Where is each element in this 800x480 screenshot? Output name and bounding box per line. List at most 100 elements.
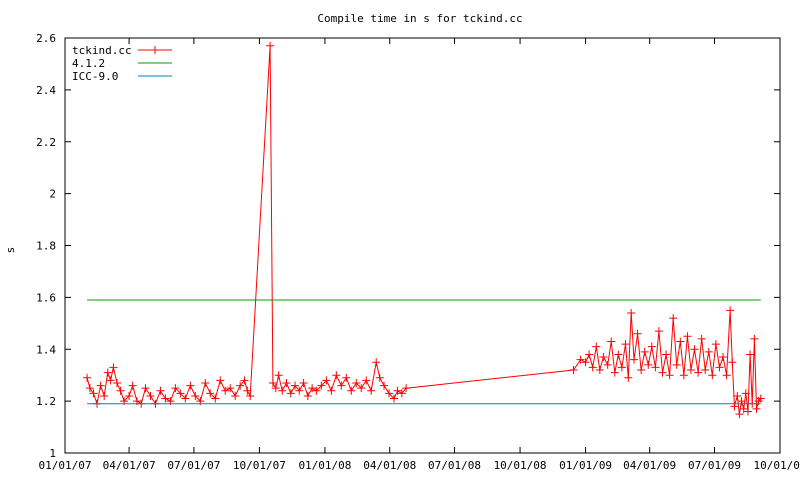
data-point	[201, 378, 210, 387]
data-point	[690, 345, 699, 354]
x-tick-label: 10/01/08	[494, 459, 547, 472]
data-point	[268, 378, 277, 387]
x-tick-label: 01/01/09	[559, 459, 612, 472]
data-point	[637, 366, 646, 374]
y-axis-label: s	[4, 247, 17, 254]
data-point	[746, 350, 755, 359]
x-tick-label: 01/01/07	[39, 459, 92, 472]
data-point	[569, 366, 578, 374]
data-point	[303, 391, 312, 400]
data-point	[226, 384, 235, 393]
data-point	[342, 373, 351, 382]
data-point	[719, 353, 728, 362]
data-point	[375, 373, 384, 382]
data-point	[592, 342, 601, 351]
x-axis: 01/01/07 04/01/07 07/01/07 10/01/07 01/01/08…	[39, 38, 800, 472]
data-point	[146, 391, 155, 400]
data-point	[722, 371, 731, 380]
data-point	[610, 368, 619, 377]
y-tick-label: 1.2	[36, 395, 56, 408]
data-point	[246, 391, 255, 400]
data-point	[109, 363, 118, 372]
series-layer	[83, 41, 765, 419]
legend-label: 4.1.2	[72, 57, 105, 70]
data-point	[633, 329, 642, 338]
y-tick-label: 2.6	[36, 32, 56, 45]
data-point	[662, 350, 671, 359]
data-point	[181, 394, 190, 403]
data-point	[266, 41, 275, 50]
data-point	[385, 389, 394, 398]
data-point	[211, 394, 220, 403]
data-point	[186, 381, 195, 390]
data-point	[125, 391, 134, 400]
data-point	[362, 376, 371, 385]
data-point	[614, 350, 623, 359]
data-point	[322, 376, 331, 385]
data-point	[640, 347, 649, 356]
x-tick-label: 07/01/07	[167, 459, 220, 472]
data-point	[607, 337, 616, 346]
data-point	[679, 371, 688, 380]
data-point	[694, 368, 703, 377]
data-point	[380, 381, 389, 390]
data-point	[291, 381, 300, 390]
y-tick-label: 2.2	[36, 136, 56, 149]
data-point	[85, 384, 94, 393]
data-point	[243, 386, 252, 395]
data-point	[669, 314, 678, 323]
data-point	[595, 366, 604, 374]
data-point	[728, 358, 737, 367]
x-tick-label: 10/01/07	[233, 459, 286, 472]
data-point	[599, 353, 608, 362]
data-point	[654, 327, 663, 336]
y-tick-label: 1.8	[36, 240, 56, 253]
data-point	[741, 389, 750, 398]
data-point	[686, 366, 695, 374]
x-tick-label: 04/01/08	[363, 459, 416, 472]
x-tick-label: 10/01/09	[754, 459, 800, 472]
data-point	[647, 342, 656, 351]
data-point	[278, 386, 287, 395]
data-point	[191, 391, 200, 400]
data-point	[332, 371, 341, 380]
y-tick-label: 1.4	[36, 343, 56, 356]
data-point	[756, 394, 765, 403]
data-point	[672, 360, 681, 369]
legend-label: ICC-9.0	[72, 70, 118, 83]
data-point	[576, 355, 585, 364]
data-point	[683, 332, 692, 341]
legend-label: tckind.cc	[72, 44, 132, 57]
data-point	[752, 404, 761, 413]
series-tckind.cc	[83, 41, 765, 419]
x-tick-label: 04/01/07	[103, 459, 156, 472]
data-point	[390, 394, 399, 403]
data-point	[603, 360, 612, 369]
data-point	[103, 368, 112, 377]
y-tick-label: 1	[49, 447, 56, 460]
y-tick-label: 1.6	[36, 291, 56, 304]
data-point	[240, 376, 249, 385]
data-point	[308, 384, 317, 393]
data-point	[171, 384, 180, 393]
data-point	[83, 373, 92, 382]
data-point	[665, 371, 674, 380]
data-point	[112, 378, 121, 387]
data-point	[581, 358, 590, 367]
data-point	[295, 386, 304, 395]
data-point	[206, 389, 215, 398]
data-point	[617, 363, 626, 372]
data-point	[327, 386, 336, 395]
data-point	[658, 368, 667, 377]
data-point	[299, 378, 308, 387]
y-tick-label: 2.4	[36, 84, 56, 97]
data-point	[221, 386, 230, 395]
data-point	[704, 347, 713, 356]
legend-marker	[151, 46, 159, 54]
data-point	[286, 389, 295, 398]
data-point	[176, 389, 185, 398]
chart-title: Compile time in s for tckind.cc	[317, 12, 522, 25]
